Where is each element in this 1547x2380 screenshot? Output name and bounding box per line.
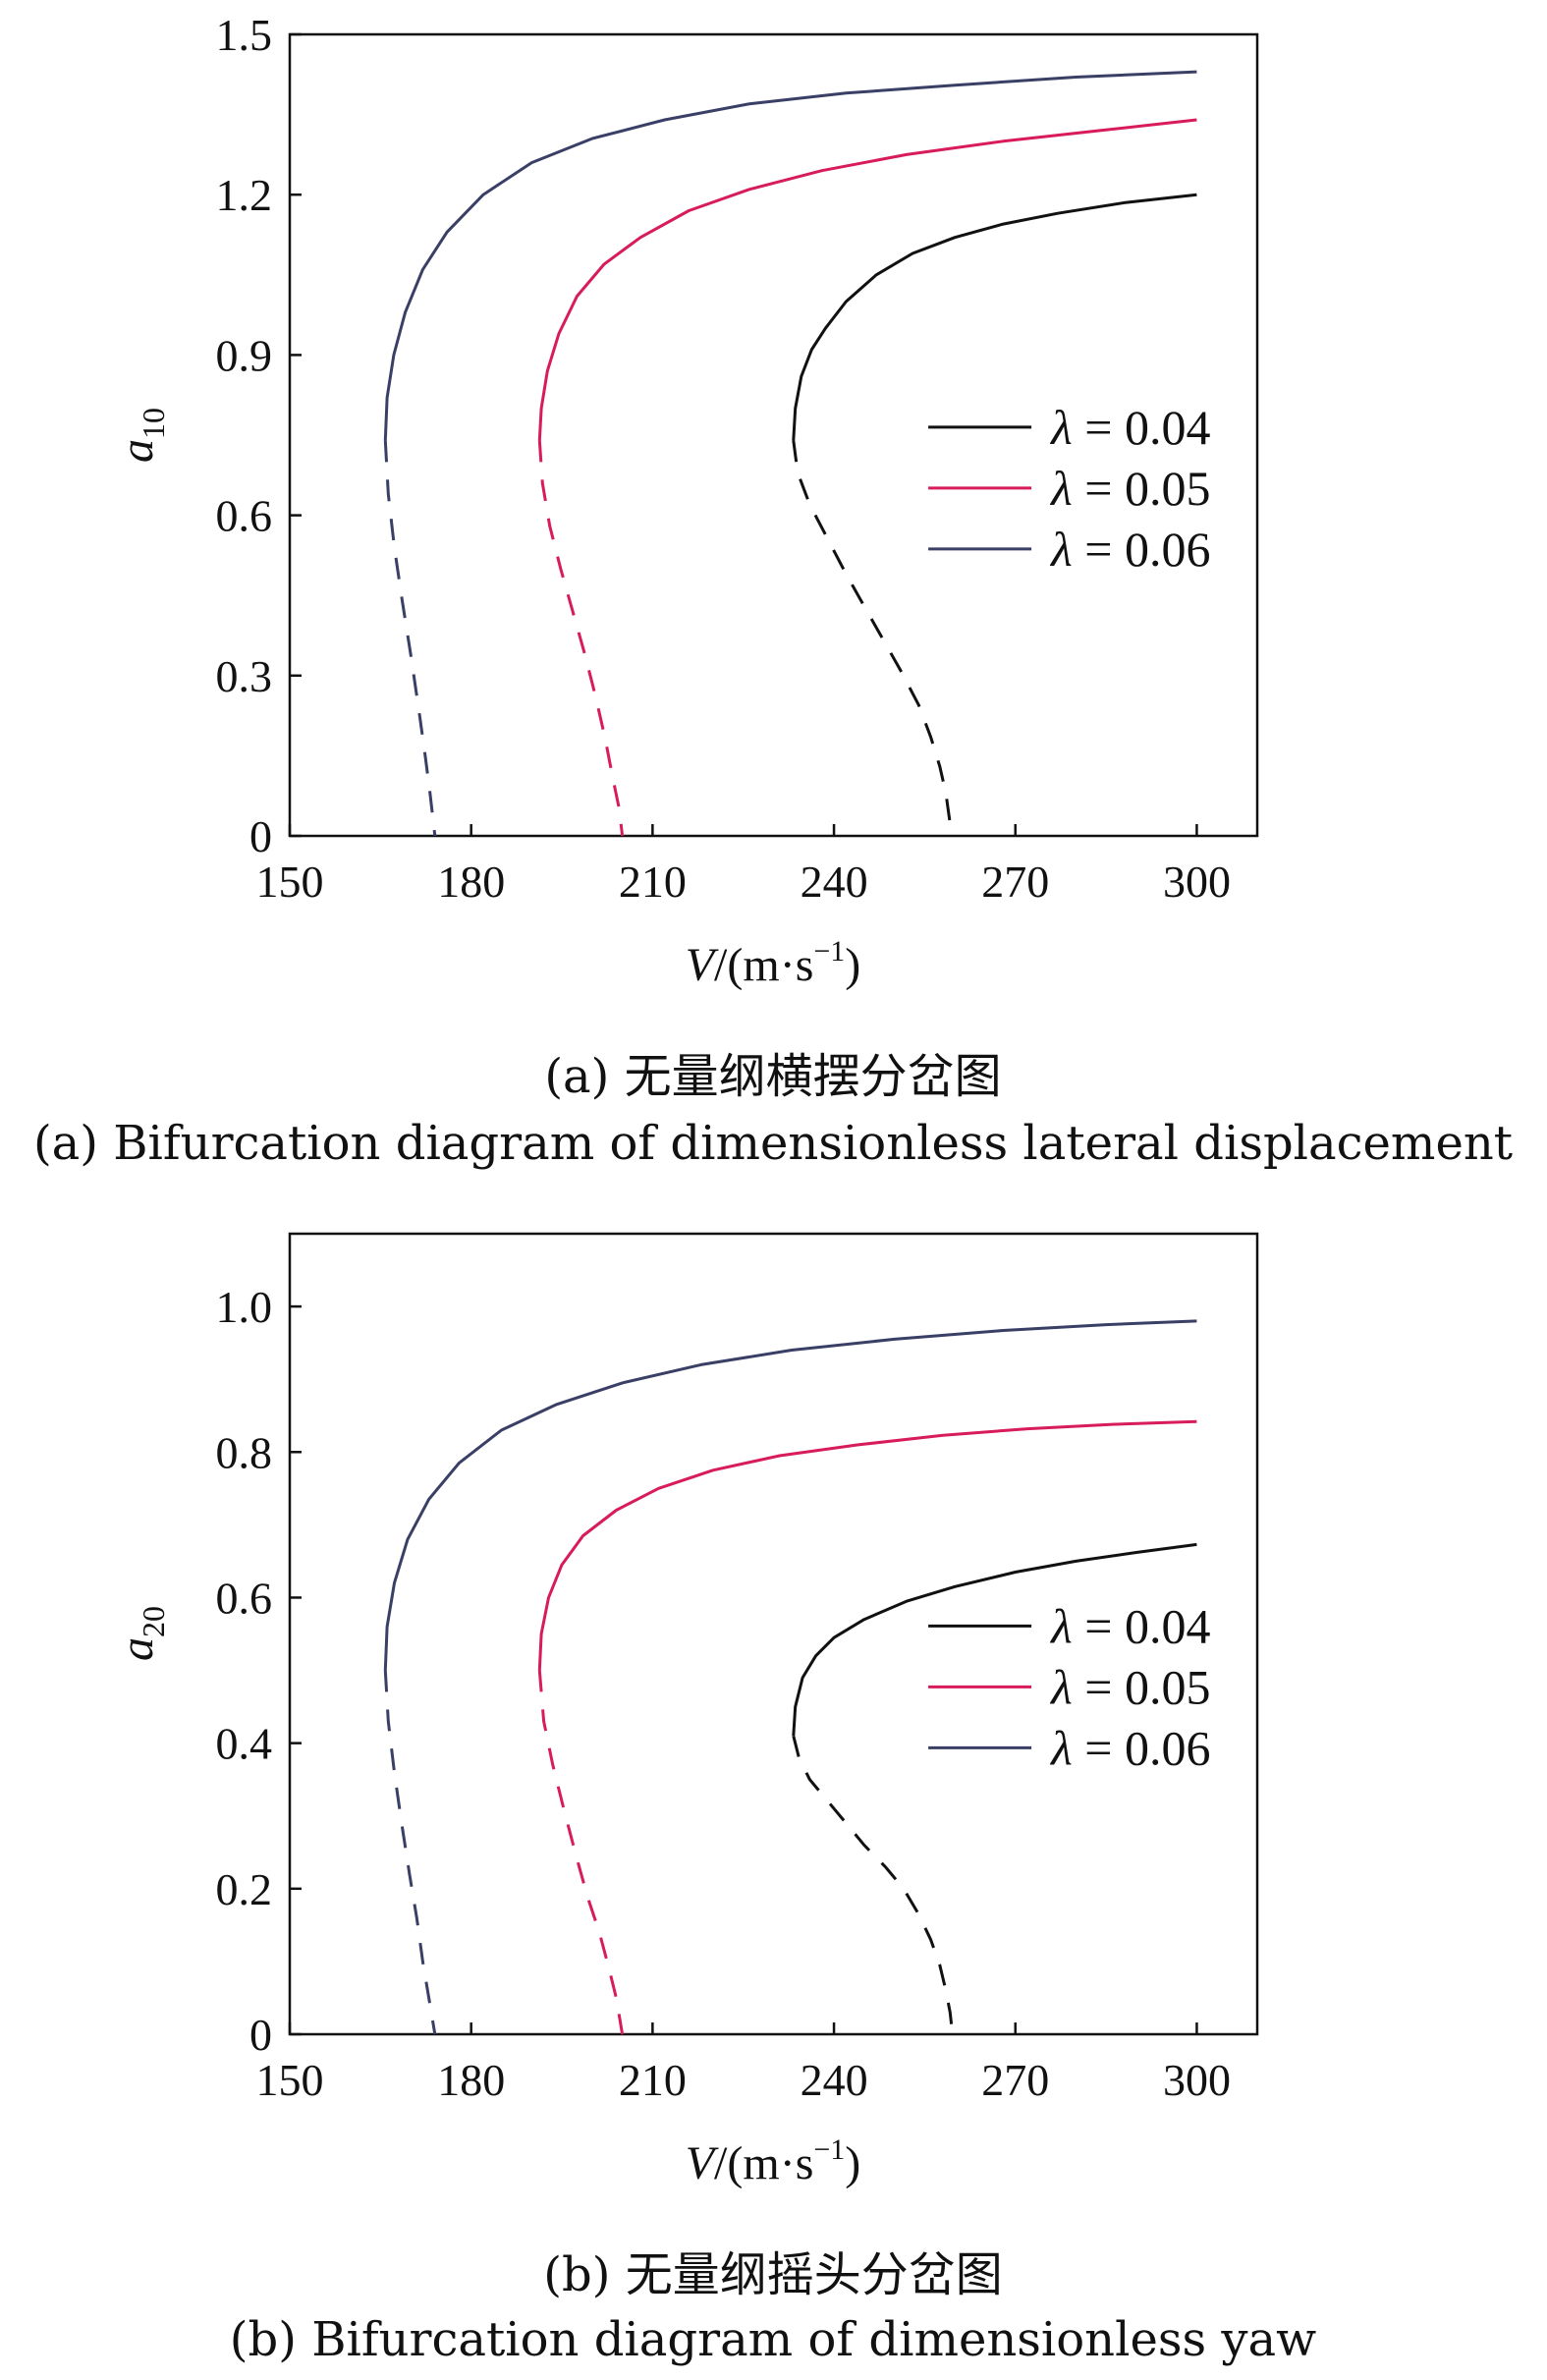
caption-zh: (b) 无量纲摇头分岔图 <box>543 2247 1002 2302</box>
series-1-stable-branch <box>792 193 1197 441</box>
x-tick-label: 210 <box>619 857 687 907</box>
x-tick-label: 180 <box>437 2055 505 2105</box>
caption-zh: (a) 无量纲横摆分岔图 <box>544 1049 1001 1104</box>
y-tick-label: 0.6 <box>216 491 273 541</box>
legend: λ = 0.04 λ = 0.05 λ = 0.06 <box>928 1598 1210 1775</box>
x-axis-label: V/(m·s−1) <box>686 2133 861 2189</box>
legend-entry: λ = 0.06 <box>1049 1720 1210 1775</box>
series-2-stable-branch <box>537 118 1197 441</box>
x-axis-label: V/(m·s−1) <box>686 935 861 991</box>
y-tick-label: 0 <box>249 2010 272 2060</box>
series-2-unstable-branch <box>537 1670 625 2035</box>
y-tick-label: 0 <box>249 811 272 861</box>
y-axis-label: a20 <box>111 1606 171 1661</box>
x-tick-label: 300 <box>1163 857 1231 907</box>
y-tick-label: 1.2 <box>216 170 273 220</box>
series-3-unstable-branch <box>383 440 437 837</box>
y-tick-label: 0.4 <box>216 1719 273 1769</box>
x-tick-label: 300 <box>1163 2055 1231 2105</box>
series-1-unstable-branch <box>792 1735 955 2035</box>
y-tick-label: 0.9 <box>216 330 273 380</box>
legend-entry: λ = 0.05 <box>1049 461 1210 516</box>
legend-entry: λ = 0.04 <box>1049 400 1210 455</box>
caption-en: (a) Bifurcation diagram of dimensionless… <box>33 1116 1513 1171</box>
y-tick-label: 1.5 <box>216 10 273 60</box>
series-1-unstable-branch <box>792 440 954 837</box>
x-tick-label: 180 <box>437 857 505 907</box>
y-axis-ticks: 0 0.3 0.6 0.9 1.2 1.5 <box>216 10 302 861</box>
series-3-unstable-branch <box>383 1670 437 2035</box>
legend-entry: λ = 0.05 <box>1049 1659 1210 1714</box>
y-axis-ticks: 0 0.2 0.4 0.6 0.8 1.0 <box>216 1282 302 2060</box>
legend: λ = 0.04 λ = 0.05 λ = 0.06 <box>928 400 1210 577</box>
panel-b-chart: 150 180 210 240 270 300 0 0.2 0.4 0.6 0.8 1.0 λ = … <box>111 1232 1316 2367</box>
x-axis-ticks: 150 180 210 240 270 300 <box>256 2022 1231 2105</box>
x-tick-label: 150 <box>256 2055 324 2105</box>
series-2-unstable-branch <box>537 440 625 837</box>
x-tick-label: 240 <box>801 857 868 907</box>
legend-entry: λ = 0.04 <box>1049 1598 1210 1653</box>
x-tick-label: 270 <box>981 857 1049 907</box>
x-tick-label: 270 <box>981 2055 1049 2105</box>
panel-a-chart: 150 180 210 240 270 300 0 0.3 0.6 0.9 1.2 1.5 λ = … <box>33 10 1513 1171</box>
curves-group <box>383 70 1197 837</box>
series-1-stable-branch <box>792 1542 1197 1737</box>
x-tick-label: 210 <box>619 2055 687 2105</box>
y-tick-label: 0.6 <box>216 1573 273 1623</box>
x-tick-label: 150 <box>256 857 324 907</box>
plot-frame <box>288 1232 1259 2036</box>
curves-group <box>383 1319 1197 2035</box>
series-3-stable-branch <box>383 70 1197 441</box>
y-tick-label: 0.3 <box>216 651 273 701</box>
y-tick-label: 0.8 <box>216 1427 273 1477</box>
x-tick-label: 240 <box>801 2055 868 2105</box>
x-axis-ticks: 150 180 210 240 270 300 <box>256 824 1231 907</box>
series-2-stable-branch <box>537 1419 1197 1671</box>
caption-en: (b) Bifurcation diagram of dimensionless… <box>230 2312 1316 2367</box>
legend-entry: λ = 0.06 <box>1049 522 1210 577</box>
series-3-stable-branch <box>383 1319 1197 1671</box>
y-tick-label: 1.0 <box>216 1282 273 1332</box>
y-tick-label: 0.2 <box>216 1864 273 1914</box>
y-axis-label: a10 <box>111 408 171 463</box>
plot-frame <box>288 32 1259 838</box>
